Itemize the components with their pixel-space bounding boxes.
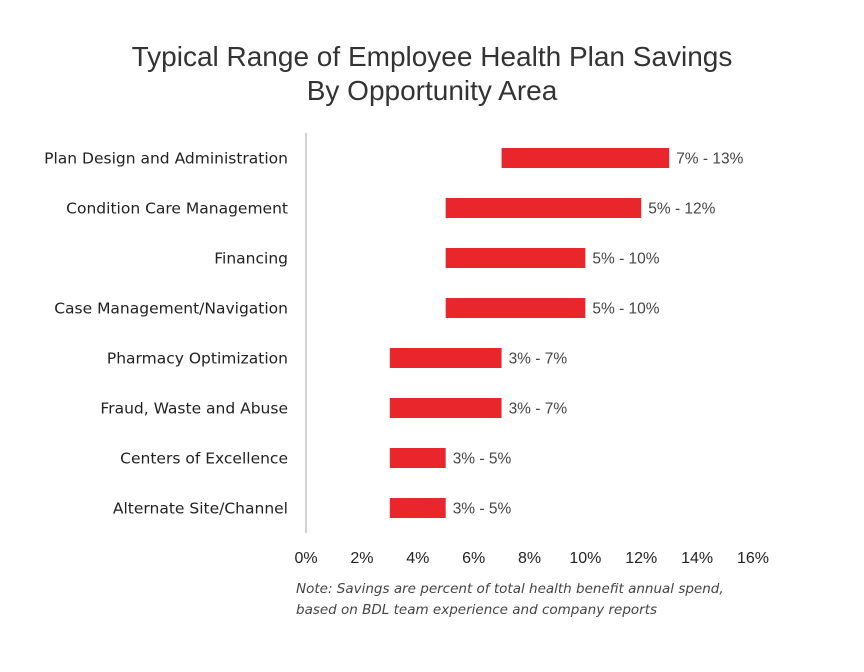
data-label: 3% - 7%: [509, 401, 568, 418]
data-label: 5% - 12%: [648, 201, 715, 218]
category-label: Pharmacy Optimization: [107, 350, 288, 368]
range-bar: [445, 298, 586, 318]
x-tick-label: 16%: [737, 550, 769, 567]
chart-note-line-1: Note: Savings are percent of total healt…: [296, 581, 724, 597]
chart-note: Note: Savings are percent of total healt…: [296, 579, 816, 621]
x-tick-label: 8%: [518, 550, 541, 567]
data-label: 5% - 10%: [592, 301, 659, 318]
x-tick-label: 14%: [681, 550, 713, 567]
x-tick-label: 2%: [350, 550, 373, 567]
data-label: 3% - 5%: [453, 451, 512, 468]
range-bar: [389, 498, 446, 518]
range-bar: [445, 198, 642, 218]
category-label: Financing: [214, 250, 288, 268]
range-bar: [389, 398, 502, 418]
range-bar: [501, 148, 670, 168]
category-label: Case Management/Navigation: [54, 300, 288, 318]
x-tick-label: 12%: [625, 550, 657, 567]
range-bar: [389, 348, 502, 368]
category-label: Centers of Excellence: [120, 450, 288, 468]
x-tick-label: 10%: [569, 550, 601, 567]
data-label: 3% - 7%: [509, 351, 568, 368]
x-tick-label: 6%: [462, 550, 485, 567]
data-label: 7% - 13%: [676, 151, 743, 168]
range-bar: [445, 248, 586, 268]
chart-title-line-1: Typical Range of Employee Health Plan Sa…: [131, 41, 733, 72]
range-bar: [389, 448, 446, 468]
chart-title: Typical Range of Employee Health Plan Sa…: [0, 40, 864, 108]
chart-note-line-2: based on BDL team experience and company…: [296, 602, 658, 618]
chart-title-line-2: By Opportunity Area: [306, 75, 558, 106]
data-label: 3% - 5%: [453, 501, 512, 518]
category-label: Fraud, Waste and Abuse: [100, 400, 288, 418]
x-tick-label: 0%: [294, 550, 317, 567]
category-label: Condition Care Management: [66, 200, 288, 218]
x-tick-label: 4%: [406, 550, 429, 567]
data-label: 5% - 10%: [592, 251, 659, 268]
category-label: Alternate Site/Channel: [113, 500, 288, 518]
category-label: Plan Design and Administration: [44, 150, 288, 168]
